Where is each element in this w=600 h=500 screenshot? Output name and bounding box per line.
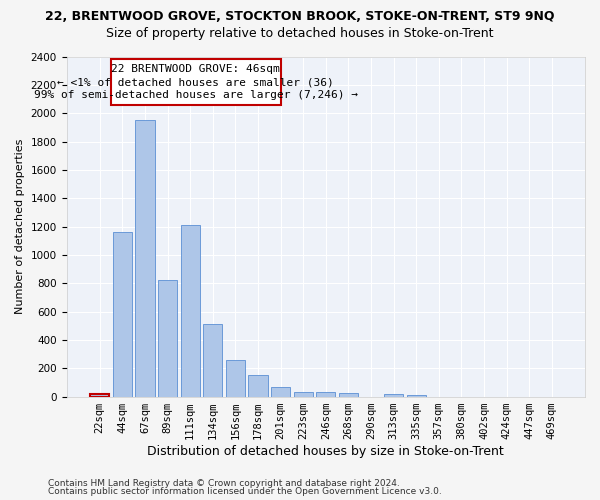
X-axis label: Distribution of detached houses by size in Stoke-on-Trent: Distribution of detached houses by size … xyxy=(148,444,504,458)
Bar xyxy=(271,388,290,396)
Bar xyxy=(158,280,177,396)
Bar xyxy=(226,360,245,397)
Text: Contains public sector information licensed under the Open Government Licence v3: Contains public sector information licen… xyxy=(48,487,442,496)
Bar xyxy=(110,58,281,106)
Text: 22, BRENTWOOD GROVE, STOCKTON BROOK, STOKE-ON-TRENT, ST9 9NQ: 22, BRENTWOOD GROVE, STOCKTON BROOK, STO… xyxy=(45,10,555,23)
Bar xyxy=(113,232,132,396)
Bar xyxy=(316,392,335,396)
Text: Contains HM Land Registry data © Crown copyright and database right 2024.: Contains HM Land Registry data © Crown c… xyxy=(48,478,400,488)
Bar xyxy=(293,392,313,396)
Bar xyxy=(339,392,358,396)
Bar xyxy=(136,120,155,396)
Bar xyxy=(90,394,109,396)
Bar xyxy=(203,324,223,396)
Text: Size of property relative to detached houses in Stoke-on-Trent: Size of property relative to detached ho… xyxy=(106,28,494,40)
Text: 22 BRENTWOOD GROVE: 46sqm
← <1% of detached houses are smaller (36)
99% of semi-: 22 BRENTWOOD GROVE: 46sqm ← <1% of detac… xyxy=(34,64,358,100)
Bar xyxy=(407,395,426,396)
Bar xyxy=(248,376,268,396)
Bar xyxy=(384,394,403,396)
Bar xyxy=(181,225,200,396)
Y-axis label: Number of detached properties: Number of detached properties xyxy=(15,139,25,314)
